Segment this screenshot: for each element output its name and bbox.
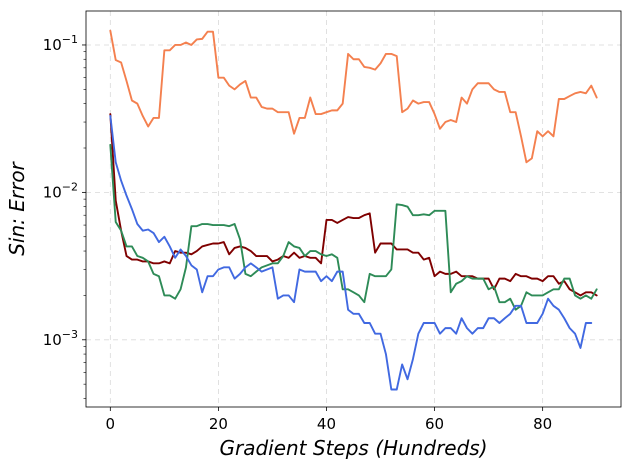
series-lines: [109, 29, 598, 391]
x-tick-label: 20: [209, 415, 228, 433]
x-tick-label: 80: [533, 415, 552, 433]
series-line-2: [109, 113, 598, 297]
y-tick-label: 10−3: [43, 328, 78, 349]
y-tick-label: 10−1: [43, 33, 78, 54]
plot-frame: [85, 10, 622, 408]
grid: [86, 11, 621, 407]
y-tick-label: 10−2: [43, 180, 78, 201]
x-tick-label: 60: [425, 415, 444, 433]
x-axis-ticks: 0 20 40 60 80: [106, 407, 552, 433]
series-line-4: [109, 114, 593, 391]
y-axis-title: Sin: Error: [5, 160, 29, 255]
series-line-1: [109, 29, 598, 164]
x-tick-label: 40: [317, 415, 336, 433]
y-axis-ticks: 10−3 10−2 10−1: [43, 33, 86, 399]
x-axis-title: Gradient Steps (Hundreds): [219, 436, 487, 460]
x-tick-label: 0: [106, 415, 116, 433]
series-line-3: [109, 143, 598, 311]
